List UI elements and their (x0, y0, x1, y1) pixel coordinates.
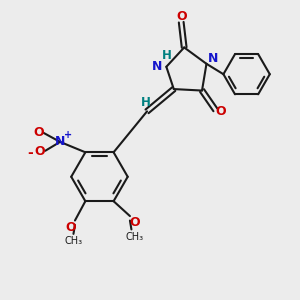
Text: H: H (141, 96, 151, 109)
Text: O: O (215, 105, 226, 118)
Text: +: + (64, 130, 73, 140)
Text: CH₃: CH₃ (125, 232, 143, 242)
Text: O: O (34, 145, 45, 158)
Text: -: - (27, 146, 33, 160)
Text: O: O (176, 10, 187, 23)
Text: O: O (65, 220, 76, 234)
Text: N: N (55, 134, 65, 148)
Text: H: H (162, 49, 172, 62)
Text: O: O (33, 126, 44, 139)
Text: N: N (208, 52, 219, 65)
Text: CH₃: CH₃ (64, 236, 82, 246)
Text: O: O (129, 216, 140, 229)
Text: N: N (152, 60, 162, 73)
